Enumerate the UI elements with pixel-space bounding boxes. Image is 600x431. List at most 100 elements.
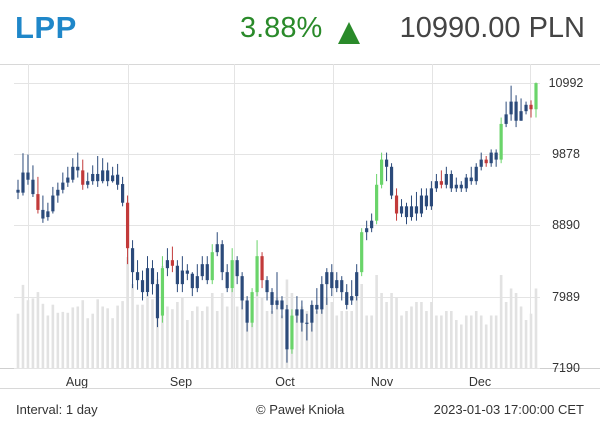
candle-body xyxy=(270,292,274,305)
candle-body xyxy=(454,184,458,189)
candle-body xyxy=(360,232,364,273)
candle-body xyxy=(205,264,209,281)
candle-body xyxy=(46,211,50,218)
candle-body xyxy=(474,166,478,182)
volume-bar xyxy=(420,302,423,368)
volume-bar xyxy=(365,315,368,368)
candle-body xyxy=(464,177,468,189)
candle-body xyxy=(210,252,214,281)
volume-bar xyxy=(210,293,214,368)
candle-body xyxy=(180,270,184,285)
candle-body xyxy=(375,184,379,221)
candle-body xyxy=(185,270,189,274)
candle-body xyxy=(111,175,115,182)
candle-body xyxy=(345,292,349,305)
candle-body xyxy=(479,159,483,167)
volume-bar xyxy=(196,306,199,368)
volume-bar xyxy=(101,306,104,368)
volume-bar xyxy=(310,306,314,368)
candle-body xyxy=(31,179,35,195)
candle-body xyxy=(41,209,45,219)
volume-bar xyxy=(430,302,433,368)
volume-bar xyxy=(345,311,349,368)
candle-body xyxy=(379,159,384,185)
volume-bar xyxy=(435,315,438,368)
volume-bar xyxy=(455,320,458,368)
candle-body xyxy=(120,184,125,203)
candle-body xyxy=(409,206,414,218)
y-tick-label: 7989 xyxy=(552,290,580,304)
volume-bar xyxy=(400,315,403,368)
volume-bar xyxy=(514,293,518,368)
volume-bar xyxy=(106,308,109,368)
candle-body xyxy=(150,268,155,285)
volume-bar xyxy=(31,298,35,368)
candle-body xyxy=(300,309,304,323)
volume-bar xyxy=(519,306,523,368)
x-axis: Aug Sep Oct Nov Dec xyxy=(66,375,491,388)
volume-bar xyxy=(76,306,80,368)
volume-bar xyxy=(385,302,388,368)
volume-bar xyxy=(230,288,234,368)
volume-bar xyxy=(171,309,174,368)
candle-body xyxy=(190,273,194,289)
x-tick-label: Sep xyxy=(170,375,192,388)
candle-body xyxy=(285,309,289,350)
candle-body xyxy=(245,300,249,323)
candle-body xyxy=(240,276,244,301)
volume-bar xyxy=(245,302,249,368)
candle-body xyxy=(56,189,60,196)
volume-bar xyxy=(260,297,264,368)
volume-bar xyxy=(280,315,284,368)
candle-body xyxy=(370,220,374,229)
candle-body xyxy=(165,260,170,269)
x-tick-label: Aug xyxy=(66,375,88,388)
volume-bar xyxy=(265,311,269,368)
volume-bar xyxy=(335,315,339,368)
candle-body xyxy=(305,322,309,324)
volume-bar xyxy=(425,311,428,368)
candle-body xyxy=(235,260,239,277)
candle-body xyxy=(419,195,424,214)
candle-body xyxy=(295,309,299,316)
candle-body xyxy=(135,272,140,281)
volume-bar xyxy=(141,304,144,368)
volume-bar xyxy=(450,311,453,368)
volume-bar xyxy=(56,312,60,368)
volume-bar xyxy=(499,275,503,368)
candle-body xyxy=(106,170,110,182)
candle-body xyxy=(534,83,538,110)
volume-bar xyxy=(509,288,513,368)
candle-body xyxy=(66,177,70,183)
volume-bar xyxy=(116,305,119,368)
candlestick-chart: 10992 9878 8890 7989 7190 Aug Sep Oct Nov Dec xyxy=(0,64,600,388)
candle-body xyxy=(524,104,528,112)
volume-bar xyxy=(360,284,363,368)
volume-bar xyxy=(474,311,478,368)
volume-bar xyxy=(370,315,373,368)
candle-body xyxy=(265,280,269,293)
volume-bar xyxy=(479,315,483,368)
candle-body xyxy=(280,300,284,310)
volume-bar xyxy=(350,311,354,368)
volume-bar xyxy=(300,306,304,368)
candle-body xyxy=(225,272,229,289)
y-tick-label: 8890 xyxy=(552,218,580,232)
candle-body xyxy=(394,195,399,214)
candle-body xyxy=(459,184,463,189)
candle-body xyxy=(140,280,145,293)
volume-bar xyxy=(86,318,90,368)
x-tick-label: Nov xyxy=(371,375,394,388)
volume-bar xyxy=(355,297,358,368)
candle-body xyxy=(315,304,319,310)
candle-body xyxy=(414,206,419,214)
candle-body xyxy=(125,202,130,249)
volume-bar xyxy=(41,303,45,368)
volume-bar xyxy=(205,306,209,368)
copyright-label: © Paweł Knioła xyxy=(256,402,345,417)
volume-bar xyxy=(255,275,259,368)
candle-body xyxy=(51,195,55,212)
candle-body xyxy=(81,170,85,185)
volume-bar xyxy=(81,300,85,368)
current-price: 10990.00 PLN xyxy=(399,12,585,44)
